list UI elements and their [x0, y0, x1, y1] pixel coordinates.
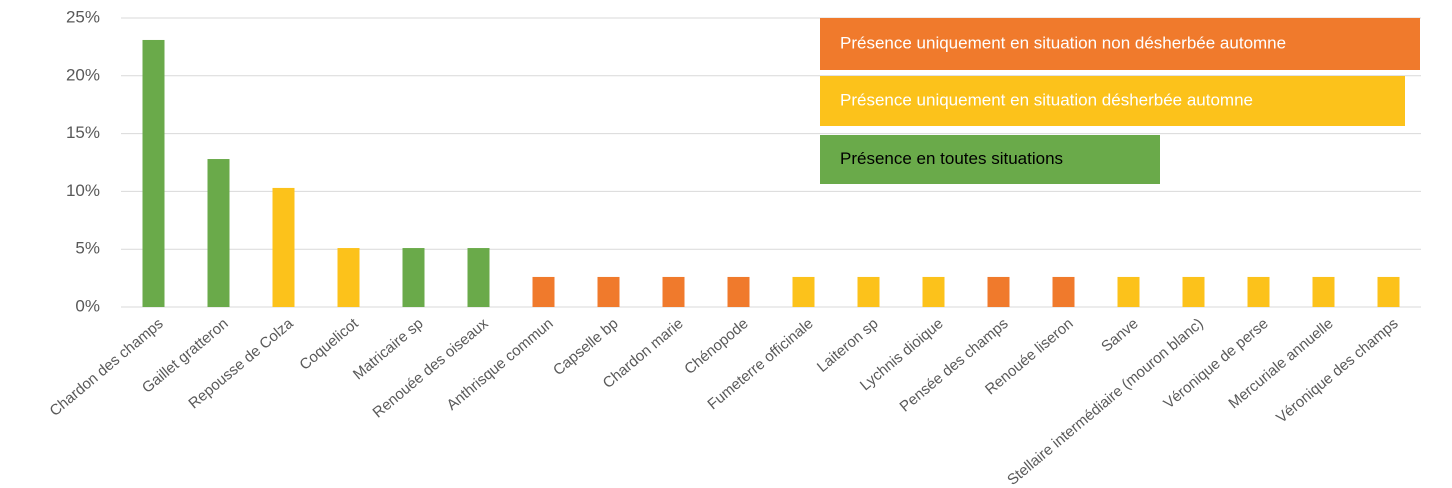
bar: [1182, 276, 1205, 307]
legend-label: Présence uniquement en situation non dés…: [840, 33, 1286, 52]
bar: [922, 276, 945, 307]
bar: [532, 276, 555, 307]
x-tick-label: Véronique des champs: [1273, 315, 1401, 427]
bar: [402, 248, 425, 307]
bar: [1117, 276, 1140, 307]
x-tick-label: Fumeterre officinale: [704, 315, 816, 413]
bar: [207, 159, 230, 307]
x-tick-label: Chardon des champs: [46, 315, 166, 420]
legend-label: Présence uniquement en situation désherb…: [840, 90, 1253, 109]
y-tick-label: 0%: [75, 296, 100, 315]
bar: [142, 39, 165, 308]
x-tick-label: Laiteron sp: [814, 315, 882, 376]
x-tick-label: Repousse de Colza: [185, 315, 297, 413]
bar: [1247, 276, 1270, 307]
bar: [727, 276, 750, 307]
bar: [467, 248, 490, 307]
bar: [857, 276, 880, 307]
bar: [792, 276, 815, 307]
bar: [1377, 276, 1400, 307]
bar: [597, 276, 620, 307]
y-tick-label: 5%: [75, 239, 100, 258]
bar: [987, 276, 1010, 307]
x-tick-label: Anthrisque commun: [443, 315, 556, 414]
y-tick-label: 25%: [66, 7, 100, 26]
y-tick-label: 10%: [66, 181, 100, 200]
bar: [1052, 276, 1075, 307]
y-tick-label: 20%: [66, 65, 100, 84]
bar: [272, 187, 295, 307]
x-tick-label: Pensée des champs: [897, 315, 1012, 415]
x-tick-label: Coquelicot: [296, 315, 362, 374]
x-tick-label: Sanve: [1098, 315, 1142, 355]
legend-box: [820, 135, 1160, 184]
bar: [662, 276, 685, 307]
x-tick-label: Renouée des oiseaux: [370, 315, 492, 422]
legend-label: Présence en toutes situations: [840, 149, 1063, 168]
y-tick-label: 15%: [66, 123, 100, 142]
legend-box: [820, 18, 1420, 70]
legend-box: [820, 76, 1405, 126]
bar: [1312, 276, 1335, 307]
bar: [337, 248, 360, 307]
